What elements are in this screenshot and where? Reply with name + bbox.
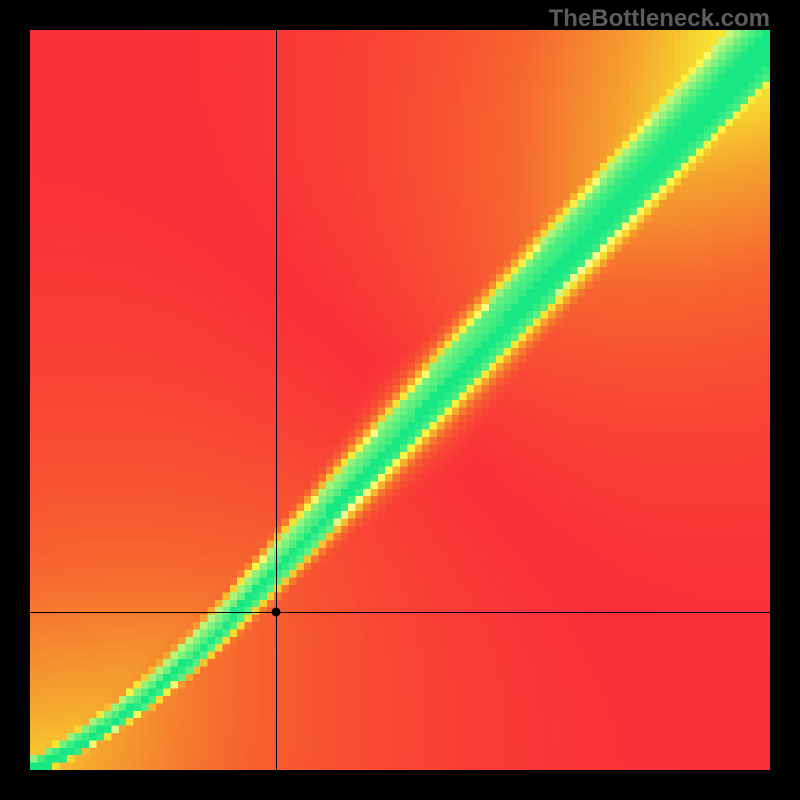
crosshair-layer <box>30 30 770 770</box>
chart-frame: TheBottleneck.com <box>0 0 800 800</box>
watermark-text: TheBottleneck.com <box>549 5 770 33</box>
crosshair-horizontal <box>30 612 770 613</box>
crosshair-point <box>272 608 281 617</box>
crosshair-vertical <box>276 30 277 770</box>
